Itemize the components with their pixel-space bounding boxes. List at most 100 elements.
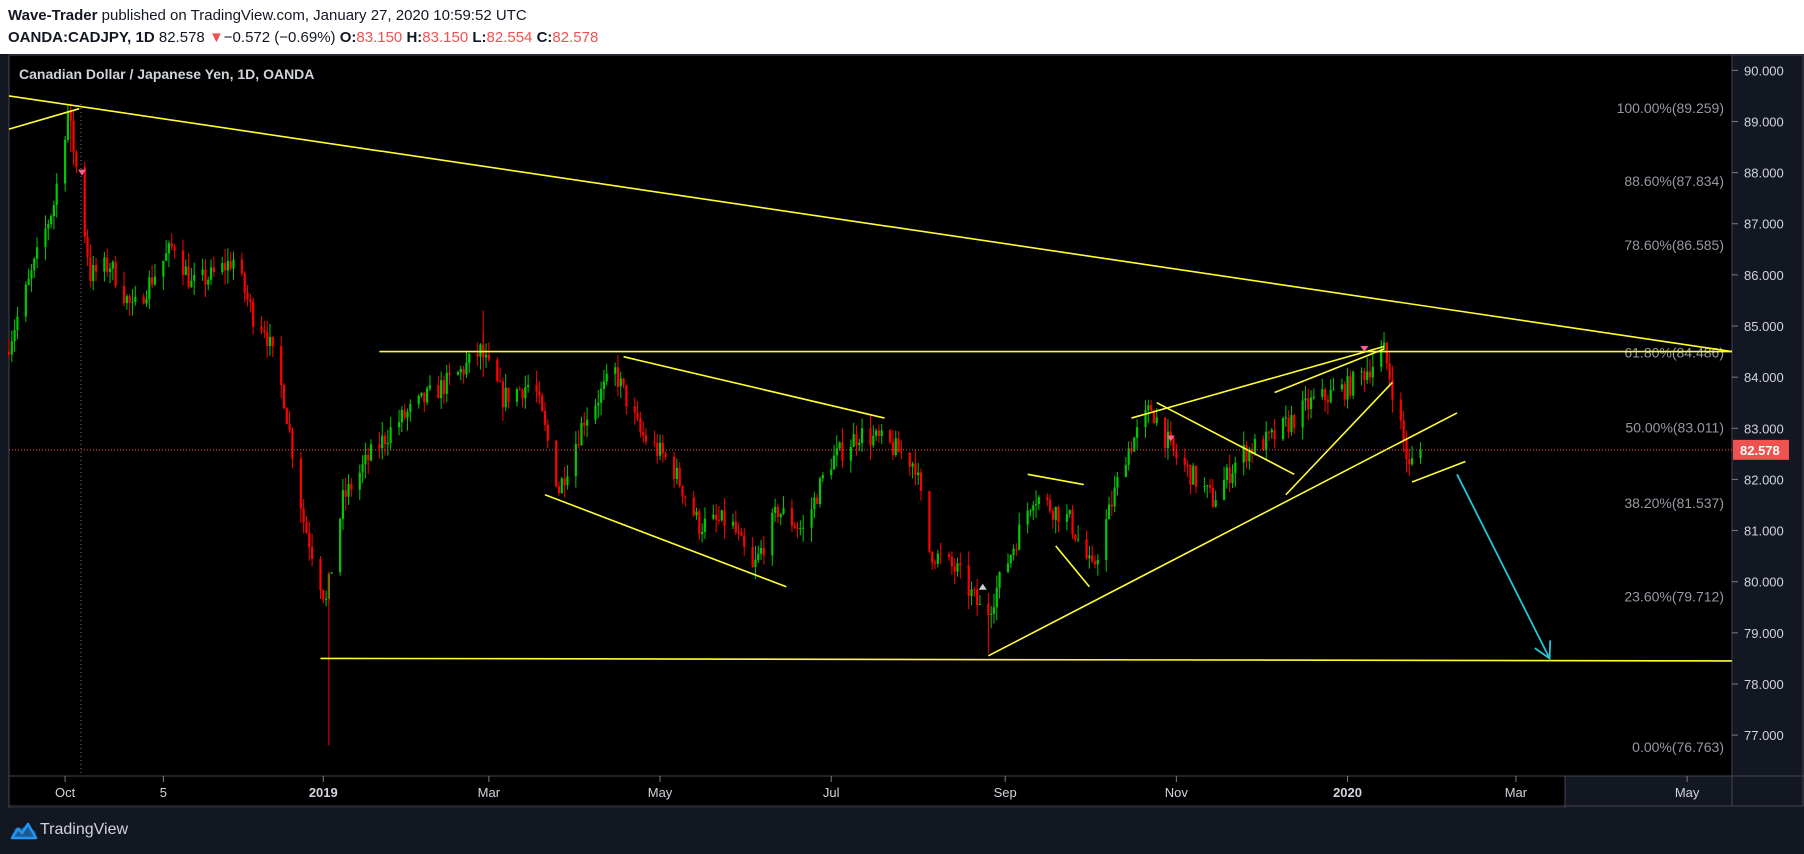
candle-up xyxy=(1253,439,1257,455)
candle-up xyxy=(1144,409,1147,428)
candle-down xyxy=(1326,399,1330,403)
candle-down xyxy=(181,250,185,275)
candle-up xyxy=(49,216,53,225)
candle-down xyxy=(1385,342,1388,364)
trend-line[interactable] xyxy=(1055,545,1091,588)
candle-down xyxy=(476,353,479,357)
tradingview-brand[interactable]: TradingView xyxy=(40,821,129,838)
trend-line[interactable] xyxy=(1411,460,1466,483)
author-name[interactable]: Wave-Trader xyxy=(8,7,98,24)
candle-up xyxy=(600,388,603,403)
candle-up xyxy=(504,387,507,408)
candle-up xyxy=(527,384,530,388)
y-tick-label: 79.000 xyxy=(1744,626,1784,641)
y-tick-label: 89.000 xyxy=(1744,114,1784,129)
candle-up xyxy=(560,478,563,493)
signal-marker-icon xyxy=(1360,346,1369,353)
low-label: L: xyxy=(472,29,487,46)
candle-down xyxy=(1273,429,1276,440)
candle-up xyxy=(799,528,802,530)
candle-up xyxy=(52,204,55,217)
candle-up xyxy=(860,428,864,443)
trend-line[interactable] xyxy=(1027,473,1084,486)
candle-up xyxy=(165,253,168,261)
candle-up xyxy=(978,603,982,606)
candle-up xyxy=(35,247,39,259)
symbol-label[interactable]: OANDA:CADJPY, 1D xyxy=(8,29,155,46)
candle-up xyxy=(30,270,33,279)
candle-up xyxy=(13,329,16,342)
candle-down xyxy=(692,497,695,516)
candle-down xyxy=(1150,405,1153,411)
candle-up xyxy=(190,280,193,288)
candle-down xyxy=(94,265,98,272)
candle-down xyxy=(751,546,754,568)
candle-up xyxy=(970,589,973,596)
candle-down xyxy=(661,442,664,454)
chart-title: Canadian Dollar / Japanese Yen, 1D, OAND… xyxy=(19,66,314,82)
candle-up xyxy=(381,435,384,449)
x-tick-label: 2020 xyxy=(1333,785,1362,800)
candle-down xyxy=(947,554,951,557)
candle-down xyxy=(1048,499,1052,511)
candle-down xyxy=(919,472,923,491)
trend-line[interactable] xyxy=(1131,345,1385,419)
candle-down xyxy=(678,467,681,486)
candle-up xyxy=(936,553,939,564)
candle-up xyxy=(614,367,617,374)
trend-line[interactable] xyxy=(8,107,80,130)
candle-up xyxy=(420,392,423,396)
candle-down xyxy=(1169,431,1172,438)
candle-up xyxy=(409,404,412,412)
trend-line[interactable] xyxy=(320,657,1733,662)
candle-up xyxy=(956,563,959,572)
trend-line[interactable] xyxy=(544,494,787,588)
trend-line[interactable] xyxy=(987,412,1458,657)
candle-down xyxy=(1208,485,1212,489)
trend-line[interactable] xyxy=(1156,402,1295,476)
tradingview-cloud-icon[interactable] xyxy=(10,820,38,840)
price-chart[interactable]: 100.00%(89.259) 88.60%(87.834) 78.60%(86.5… xyxy=(0,54,1804,808)
candle-down xyxy=(734,521,737,533)
candle-up xyxy=(1352,371,1355,396)
candle-up xyxy=(1032,505,1035,511)
candle-down xyxy=(538,391,541,396)
high-value: 83.150 xyxy=(422,29,469,46)
candle-up xyxy=(1127,448,1130,466)
candle-up xyxy=(1009,555,1012,564)
candle-up xyxy=(364,454,367,465)
candle-up xyxy=(1006,563,1010,573)
candle-up xyxy=(524,387,527,399)
candle-down xyxy=(891,441,895,455)
candle-up xyxy=(802,527,805,529)
candle-up xyxy=(324,598,328,600)
trend-line[interactable] xyxy=(1285,381,1394,496)
candle-down xyxy=(1363,371,1366,380)
candle-down xyxy=(953,566,956,572)
fib-level-label: 78.60%(86.585) xyxy=(1624,237,1724,253)
trend-line[interactable] xyxy=(1274,348,1385,394)
candle-up xyxy=(330,572,333,574)
candle-up xyxy=(1270,429,1273,433)
candle-up xyxy=(1382,342,1386,350)
trend-line[interactable] xyxy=(8,95,1733,353)
candle-up xyxy=(1147,405,1150,410)
candle-up xyxy=(145,299,148,304)
forecast-arrow[interactable] xyxy=(1456,473,1551,659)
candle-up xyxy=(426,388,429,403)
candle-up xyxy=(341,490,345,519)
candle-down xyxy=(1228,467,1231,483)
candle-up xyxy=(1054,506,1057,520)
y-tick-label: 87.000 xyxy=(1744,217,1784,232)
candle-down xyxy=(555,440,558,487)
trend-line[interactable] xyxy=(623,355,885,419)
candle-down xyxy=(642,431,645,436)
candle-up xyxy=(1360,371,1363,373)
candle-up xyxy=(1371,366,1374,378)
candle-down xyxy=(223,263,227,271)
candle-up xyxy=(456,372,460,375)
candle-up xyxy=(389,427,392,444)
open-label: O: xyxy=(339,29,357,46)
candle-up xyxy=(771,512,774,556)
candle-up xyxy=(1206,485,1209,487)
